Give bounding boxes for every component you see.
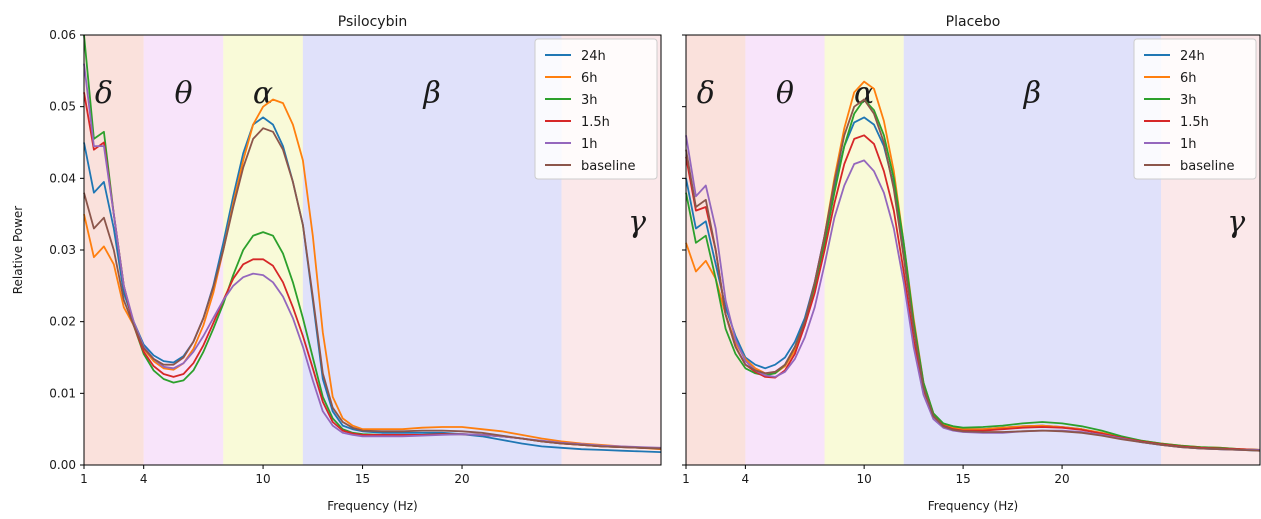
y-tick-label: 0.02 bbox=[49, 315, 76, 329]
x-tick-label: 15 bbox=[355, 472, 370, 486]
band-region-1 bbox=[745, 35, 825, 465]
panel-title: Psilocybin bbox=[338, 14, 407, 30]
y-tick-label: 0.00 bbox=[49, 458, 76, 472]
legend-entry-baseline: baseline bbox=[581, 159, 635, 174]
series-line-baseline bbox=[685, 98, 1261, 452]
x-tick-label: 4 bbox=[742, 472, 750, 486]
legend-entry-1.5h: 1.5h bbox=[581, 115, 610, 130]
band-region-3 bbox=[903, 35, 1162, 465]
band-symbol-3: β bbox=[423, 76, 441, 111]
band-region-2 bbox=[824, 35, 904, 465]
legend-entry-1.5h: 1.5h bbox=[1180, 115, 1209, 130]
legend-entry-24h: 24h bbox=[1180, 49, 1205, 64]
legend-entry-6h: 6h bbox=[1180, 71, 1197, 86]
x-tick-label: 10 bbox=[856, 472, 871, 486]
band-symbol-0: δ bbox=[95, 76, 113, 111]
y-tick-label: 0.06 bbox=[49, 28, 76, 42]
y-tick-label: 0.05 bbox=[49, 100, 76, 114]
band-symbol-4: γ bbox=[1227, 205, 1245, 240]
legend-entry-1h: 1h bbox=[1180, 137, 1197, 152]
x-tick-label: 1 bbox=[682, 472, 690, 486]
x-tick-label: 10 bbox=[255, 472, 270, 486]
series-line-baseline bbox=[83, 127, 662, 450]
legend-entry-1h: 1h bbox=[581, 137, 598, 152]
y-tick-label: 0.04 bbox=[49, 171, 76, 185]
band-symbol-0: δ bbox=[697, 76, 715, 111]
x-tick-label: 4 bbox=[140, 472, 148, 486]
x-tick-label: 20 bbox=[1054, 472, 1069, 486]
y-axis-label: Relative Power bbox=[11, 206, 25, 295]
band-region-3 bbox=[302, 35, 562, 465]
x-axis-label: Frequency (Hz) bbox=[327, 499, 418, 513]
y-tick-label: 0.03 bbox=[49, 243, 76, 257]
band-symbol-1: θ bbox=[174, 76, 192, 111]
legend-entry-6h: 6h bbox=[581, 71, 598, 86]
psilocybin-panel: δ θ α βγ1 4 10 15 200.000.010.020.030.040.050.0… bbox=[49, 14, 662, 513]
band-symbol-3: β bbox=[1023, 76, 1041, 111]
legend-entry-3h: 3h bbox=[1180, 93, 1197, 108]
legend-entry-3h: 3h bbox=[581, 93, 598, 108]
band-symbol-1: θ bbox=[776, 76, 794, 111]
x-tick-label: 1 bbox=[80, 472, 88, 486]
legend-entry-baseline: baseline bbox=[1180, 159, 1234, 174]
legend-entry-24h: 24h bbox=[581, 49, 606, 64]
band-region-1 bbox=[143, 35, 224, 465]
series-line-6h bbox=[83, 98, 662, 451]
y-tick-label: 0.01 bbox=[49, 386, 76, 400]
band-symbol-4: γ bbox=[628, 205, 646, 240]
x-tick-label: 15 bbox=[955, 472, 970, 486]
x-tick-label: 20 bbox=[454, 472, 469, 486]
x-axis-label: Frequency (Hz) bbox=[928, 499, 1019, 513]
panel-title: Placebo bbox=[946, 14, 1001, 30]
